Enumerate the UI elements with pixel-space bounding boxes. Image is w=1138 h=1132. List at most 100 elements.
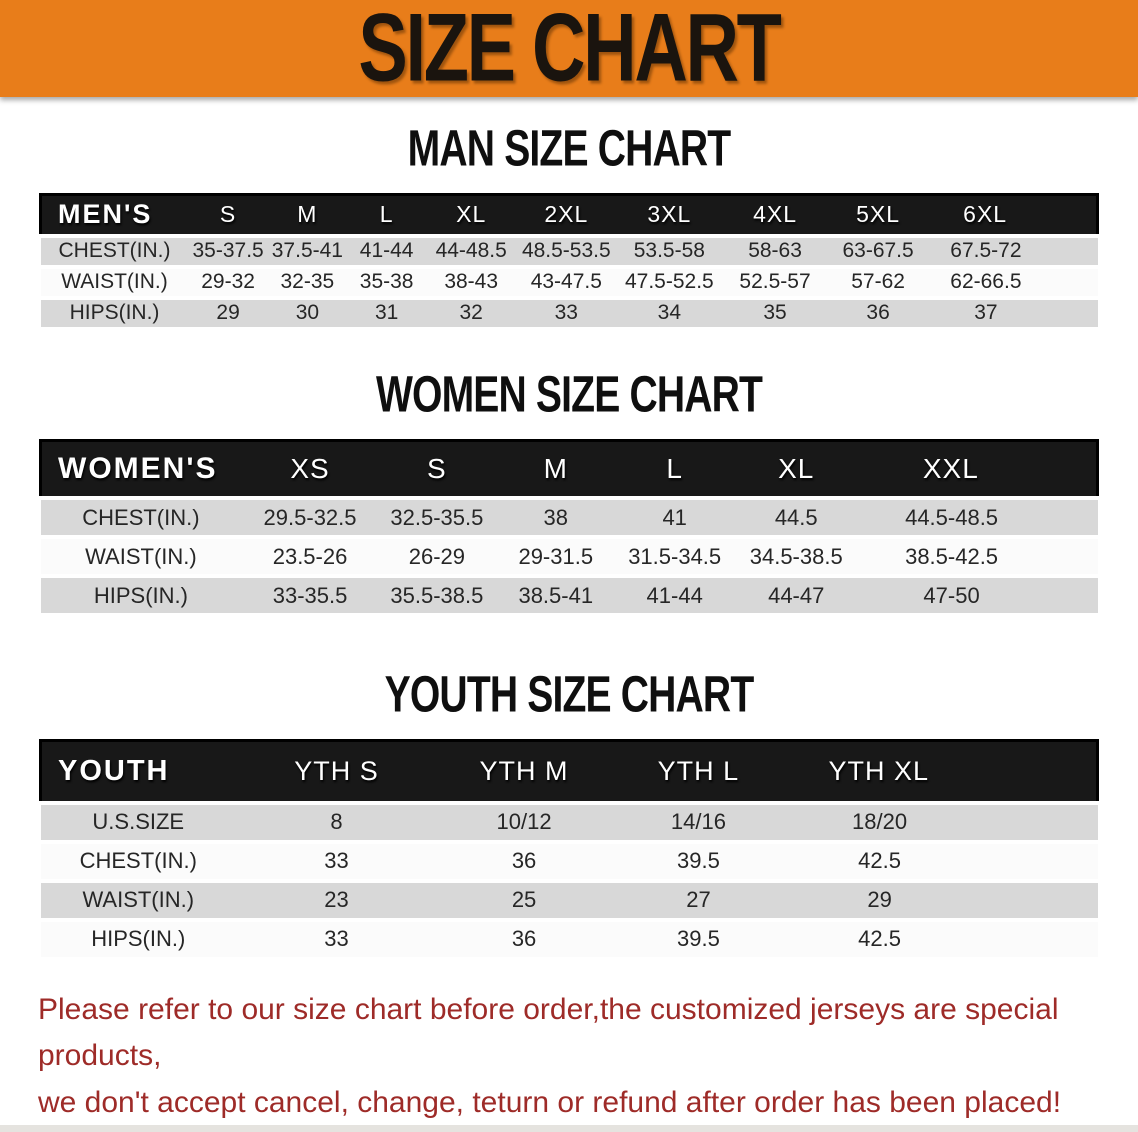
size-value-cell: 48.5-53.5 bbox=[516, 233, 617, 269]
size-value-cell: 44.5 bbox=[732, 496, 860, 539]
size-value-cell: 41 bbox=[616, 496, 733, 539]
size-value-cell: 35-38 bbox=[347, 266, 427, 300]
size-column-header: YTH M bbox=[436, 739, 612, 804]
size-column-header: YTH L bbox=[611, 739, 786, 804]
men-size-section: MAN SIZE CHART MEN'S S M L XL 2XL 3XL 4XL 5XL 6XL… bbox=[0, 119, 1138, 331]
size-column-header: XL bbox=[732, 438, 860, 500]
size-column-header: XXL bbox=[859, 438, 1099, 500]
size-value-cell: 23 bbox=[236, 880, 437, 922]
size-value-cell: 8 bbox=[236, 800, 437, 844]
size-table: MEN'S S M L XL 2XL 3XL 4XL 5XL 6XL CHEST(IN.) 35-37… bbox=[39, 193, 1100, 331]
size-chart-banner: SIZE CHART bbox=[0, 0, 1138, 97]
size-value-cell: 34.5-38.5 bbox=[732, 537, 860, 578]
size-value-cell: 32-35 bbox=[267, 266, 347, 300]
row-label: WAIST(IN.) bbox=[40, 880, 237, 922]
size-value-cell: 30 bbox=[267, 297, 347, 331]
measurement-row: CHEST(IN.) 29.5-32.5 32.5-35.5 38 41 44.5 44.5… bbox=[40, 496, 1098, 539]
size-value-cell: 41-44 bbox=[347, 233, 427, 269]
disclaimer-line-1: Please refer to our size chart before or… bbox=[38, 992, 1059, 1073]
size-value-cell: 35 bbox=[722, 297, 828, 331]
size-value-cell: 53.5-58 bbox=[616, 233, 723, 269]
women-size-heading: WOMEN SIZE CHART bbox=[375, 364, 763, 423]
size-value-cell: 33-35.5 bbox=[241, 576, 379, 617]
size-value-cell: 38 bbox=[495, 496, 617, 539]
size-value-cell: 43-47.5 bbox=[516, 266, 617, 300]
table-title-cell: MEN'S bbox=[39, 193, 189, 237]
size-value-cell: 42.5 bbox=[785, 841, 1098, 883]
size-value-cell: 38.5-41 bbox=[495, 576, 617, 617]
women-size-table-container: WOMEN'S XS S M L XL XXL CHEST(IN.) 29.5-32.5 32.5… bbox=[0, 438, 1138, 617]
table-header-row: YOUTH YTH S YTH M YTH L YTH XL bbox=[39, 739, 1099, 804]
size-table: YOUTH YTH S YTH M YTH L YTH XL U.S.SIZE 8 10/12… bbox=[39, 739, 1099, 961]
size-table: WOMEN'S XS S M L XL XXL CHEST(IN.) 29.5-32.5 32.5… bbox=[39, 438, 1099, 617]
disclaimer-note: Please refer to our size chart before or… bbox=[38, 987, 1100, 1127]
size-value-cell: 63-67.5 bbox=[827, 233, 929, 269]
size-value-cell: 29 bbox=[188, 297, 268, 331]
size-value-cell: 36 bbox=[436, 919, 612, 961]
size-column-header: S bbox=[188, 193, 268, 237]
banner-title: SIZE CHART bbox=[358, 0, 782, 103]
size-column-header: 3XL bbox=[616, 193, 723, 237]
size-column-header: M bbox=[267, 193, 347, 237]
measurement-row: WAIST(IN.) 29-32 32-35 35-38 38-43 43-47.5 47.… bbox=[40, 266, 1098, 300]
size-column-header: XL bbox=[426, 193, 517, 237]
size-value-cell: 62-66.5 bbox=[928, 266, 1098, 300]
row-label: WAIST(IN.) bbox=[40, 266, 189, 300]
row-label: CHEST(IN.) bbox=[40, 841, 237, 883]
measurement-row: WAIST(IN.) 23 25 27 29 bbox=[40, 880, 1098, 922]
size-value-cell: 67.5-72 bbox=[928, 233, 1098, 269]
size-value-cell: 29 bbox=[785, 880, 1098, 922]
size-column-header: S bbox=[378, 438, 495, 500]
row-label: U.S.SIZE bbox=[40, 800, 237, 844]
size-value-cell: 14/16 bbox=[611, 800, 786, 844]
size-value-cell: 18/20 bbox=[785, 800, 1098, 844]
measurement-row: HIPS(IN.) 33 36 39.5 42.5 bbox=[40, 919, 1098, 961]
table-header-row: WOMEN'S XS S M L XL XXL bbox=[39, 438, 1099, 500]
size-value-cell: 37 bbox=[928, 297, 1098, 331]
size-value-cell: 29.5-32.5 bbox=[241, 496, 379, 539]
size-column-header: 5XL bbox=[827, 193, 929, 237]
size-value-cell: 42.5 bbox=[785, 919, 1098, 961]
size-column-header: YTH S bbox=[236, 739, 437, 804]
size-value-cell: 23.5-26 bbox=[241, 537, 379, 578]
size-value-cell: 35-37.5 bbox=[188, 233, 268, 269]
size-value-cell: 25 bbox=[436, 880, 612, 922]
size-value-cell: 36 bbox=[436, 841, 612, 883]
disclaimer-line-2: we don't accept cancel, change, teturn o… bbox=[38, 1085, 1062, 1119]
size-value-cell: 44.5-48.5 bbox=[859, 496, 1098, 539]
size-value-cell: 36 bbox=[827, 297, 929, 331]
size-column-header: M bbox=[495, 438, 617, 500]
size-value-cell: 33 bbox=[236, 919, 437, 961]
size-value-cell: 47.5-52.5 bbox=[616, 266, 723, 300]
size-value-cell: 41-44 bbox=[616, 576, 733, 617]
size-column-header: L bbox=[616, 438, 733, 500]
table-title-cell: WOMEN'S bbox=[39, 438, 242, 500]
youth-size-table-container: YOUTH YTH S YTH M YTH L YTH XL U.S.SIZE 8 10/12… bbox=[0, 739, 1138, 961]
size-value-cell: 29-32 bbox=[188, 266, 268, 300]
table-header-row: MEN'S S M L XL 2XL 3XL 4XL 5XL 6XL bbox=[39, 193, 1100, 237]
bottom-edge-strip bbox=[0, 1125, 1138, 1132]
men-size-heading: MAN SIZE CHART bbox=[407, 119, 731, 177]
row-label: WAIST(IN.) bbox=[40, 537, 242, 578]
measurement-row: CHEST(IN.) 33 36 39.5 42.5 bbox=[40, 841, 1098, 883]
size-column-header: YTH XL bbox=[785, 739, 1099, 804]
size-value-cell: 47-50 bbox=[859, 576, 1098, 617]
size-column-header: 6XL bbox=[928, 193, 1100, 237]
measurement-row: U.S.SIZE 8 10/12 14/16 18/20 bbox=[40, 800, 1098, 844]
size-value-cell: 33 bbox=[516, 297, 617, 331]
size-column-header: 2XL bbox=[516, 193, 617, 237]
row-label: CHEST(IN.) bbox=[40, 233, 189, 269]
size-value-cell: 35.5-38.5 bbox=[378, 576, 495, 617]
size-value-cell: 37.5-41 bbox=[267, 233, 347, 269]
size-value-cell: 26-29 bbox=[378, 537, 495, 578]
size-value-cell: 34 bbox=[616, 297, 723, 331]
size-value-cell: 52.5-57 bbox=[722, 266, 828, 300]
youth-size-heading: YOUTH SIZE CHART bbox=[384, 665, 755, 723]
size-value-cell: 58-63 bbox=[722, 233, 828, 269]
row-label: HIPS(IN.) bbox=[40, 576, 242, 617]
men-size-table-container: MEN'S S M L XL 2XL 3XL 4XL 5XL 6XL CHEST(IN.) 35-37… bbox=[0, 193, 1138, 331]
size-column-header: 4XL bbox=[722, 193, 828, 237]
measurement-row: HIPS(IN.) 29 30 31 32 33 34 35 36 37 bbox=[40, 297, 1098, 331]
size-value-cell: 31 bbox=[347, 297, 427, 331]
row-label: CHEST(IN.) bbox=[40, 496, 242, 539]
